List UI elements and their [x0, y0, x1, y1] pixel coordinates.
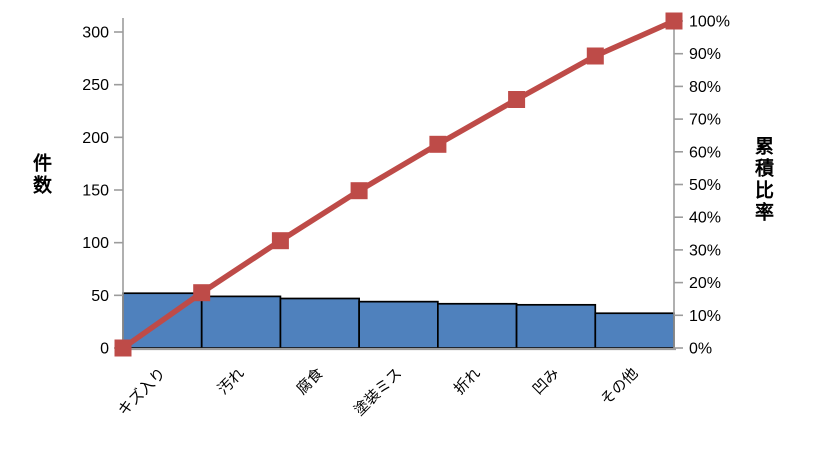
category-label-塗装ミス: 塗装ミス — [350, 364, 405, 419]
right-tick-label-30%: 30% — [689, 242, 721, 259]
left-tick-label-150: 150 — [82, 183, 109, 200]
category-label-キズ入り: キズ入り — [115, 365, 169, 419]
right-tick-label-10%: 10% — [689, 308, 721, 325]
cumulative-marker-0 — [114, 339, 132, 357]
category-label-汚れ: 汚れ — [215, 365, 248, 398]
left-tick-label-250: 250 — [82, 77, 109, 94]
bar-汚れ — [200, 295, 282, 349]
category-label-折れ: 折れ — [451, 365, 484, 398]
category-label-腐食: 腐食 — [293, 364, 327, 398]
cumulative-marker-5 — [508, 91, 526, 108]
bar-折れ — [437, 302, 518, 349]
bar-塗装ミス — [358, 300, 439, 349]
left-axis-title: 件数 — [30, 153, 51, 197]
left-tick-label-300: 300 — [82, 25, 109, 42]
cumulative-marker-1 — [193, 284, 211, 302]
right-tick-label-40%: 40% — [689, 210, 721, 227]
cumulative-marker-2 — [271, 232, 289, 250]
right-tick-label-80%: 80% — [689, 79, 721, 96]
right-tick-label-50%: 50% — [689, 177, 721, 194]
right-tick-label-60%: 60% — [689, 144, 721, 161]
cumulative-line — [121, 18, 676, 351]
bar-凹み — [515, 303, 597, 349]
left-tick-label-200: 200 — [82, 130, 109, 147]
bar-その他 — [594, 312, 675, 349]
bar-腐食 — [279, 297, 360, 349]
right-tick-label-100%: 100% — [689, 14, 730, 31]
right-tick-label-70%: 70% — [689, 112, 721, 129]
right-tick-label-0%: 0% — [689, 341, 712, 358]
cumulative-marker-4 — [429, 135, 447, 153]
cumulative-marker-7 — [665, 12, 683, 30]
cumulative-marker-6 — [586, 47, 604, 65]
left-tick-label-50: 50 — [91, 288, 109, 305]
right-axis-title: 累積比率 — [752, 136, 773, 224]
cumulative-marker-3 — [350, 182, 368, 200]
category-label-凹み: 凹み — [529, 365, 562, 398]
left-tick-label-100: 100 — [82, 235, 109, 252]
left-tick-label-0: 0 — [100, 341, 109, 358]
category-label-その他: その他 — [598, 365, 642, 409]
right-tick-label-20%: 20% — [689, 275, 721, 292]
right-tick-label-90%: 90% — [689, 46, 721, 63]
